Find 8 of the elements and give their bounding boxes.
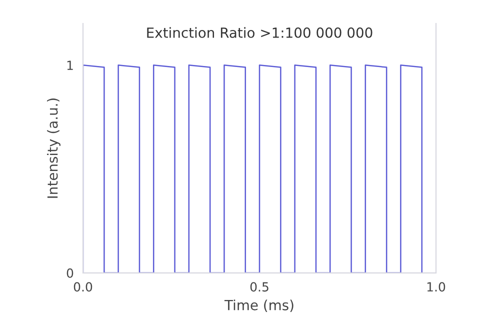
x-axis-title: Time (ms) [224, 300, 294, 312]
x-tick-label: 1.0 [427, 282, 446, 292]
y-tick-label: 1 [67, 60, 73, 70]
x-tick-label: 0.0 [74, 282, 92, 292]
x-tick-label: 0.5 [250, 282, 268, 292]
y-axis-title: Intensity (a.u.) [47, 98, 60, 198]
chart-title: Extinction Ratio >1:100 000 000 [147, 27, 372, 38]
y-tick-label: 0 [66, 268, 74, 278]
